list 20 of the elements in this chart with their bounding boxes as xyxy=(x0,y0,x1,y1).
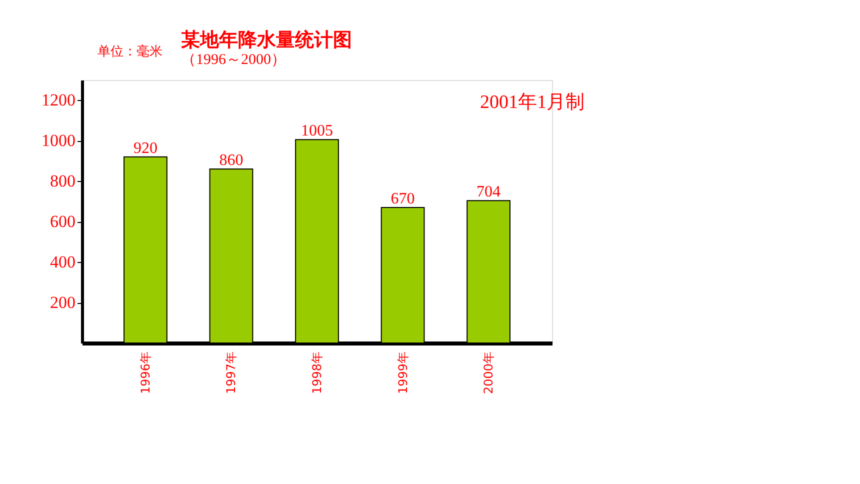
x-tick-label: 1997年 xyxy=(224,352,238,394)
y-tick-label: 200 xyxy=(50,293,76,312)
data-label: 704 xyxy=(476,184,501,201)
data-label: 920 xyxy=(133,140,158,157)
annotation: 2001年1月制 xyxy=(480,92,584,113)
chart-title: 某地年降水量统计图 xyxy=(181,29,352,51)
y-tick-label: 600 xyxy=(50,212,76,232)
x-tick-label: 1999年 xyxy=(396,352,410,394)
x-tick-label: 1996年 xyxy=(138,352,152,394)
data-label: 860 xyxy=(219,152,244,170)
chart-subtitle: （1996～2000） xyxy=(181,52,286,68)
y-tick-label: 1200 xyxy=(42,90,76,110)
x-tick-label: 2000年 xyxy=(482,352,496,394)
x-tick-label: 1998年 xyxy=(310,352,324,394)
y-tick-label: 800 xyxy=(50,172,76,191)
data-label: 670 xyxy=(390,190,415,208)
y-axis-title: 单位：毫米 xyxy=(98,44,162,60)
y-tick-label: 400 xyxy=(50,252,76,272)
y-tick-label: 1000 xyxy=(42,131,76,150)
data-label: 1005 xyxy=(301,122,333,140)
